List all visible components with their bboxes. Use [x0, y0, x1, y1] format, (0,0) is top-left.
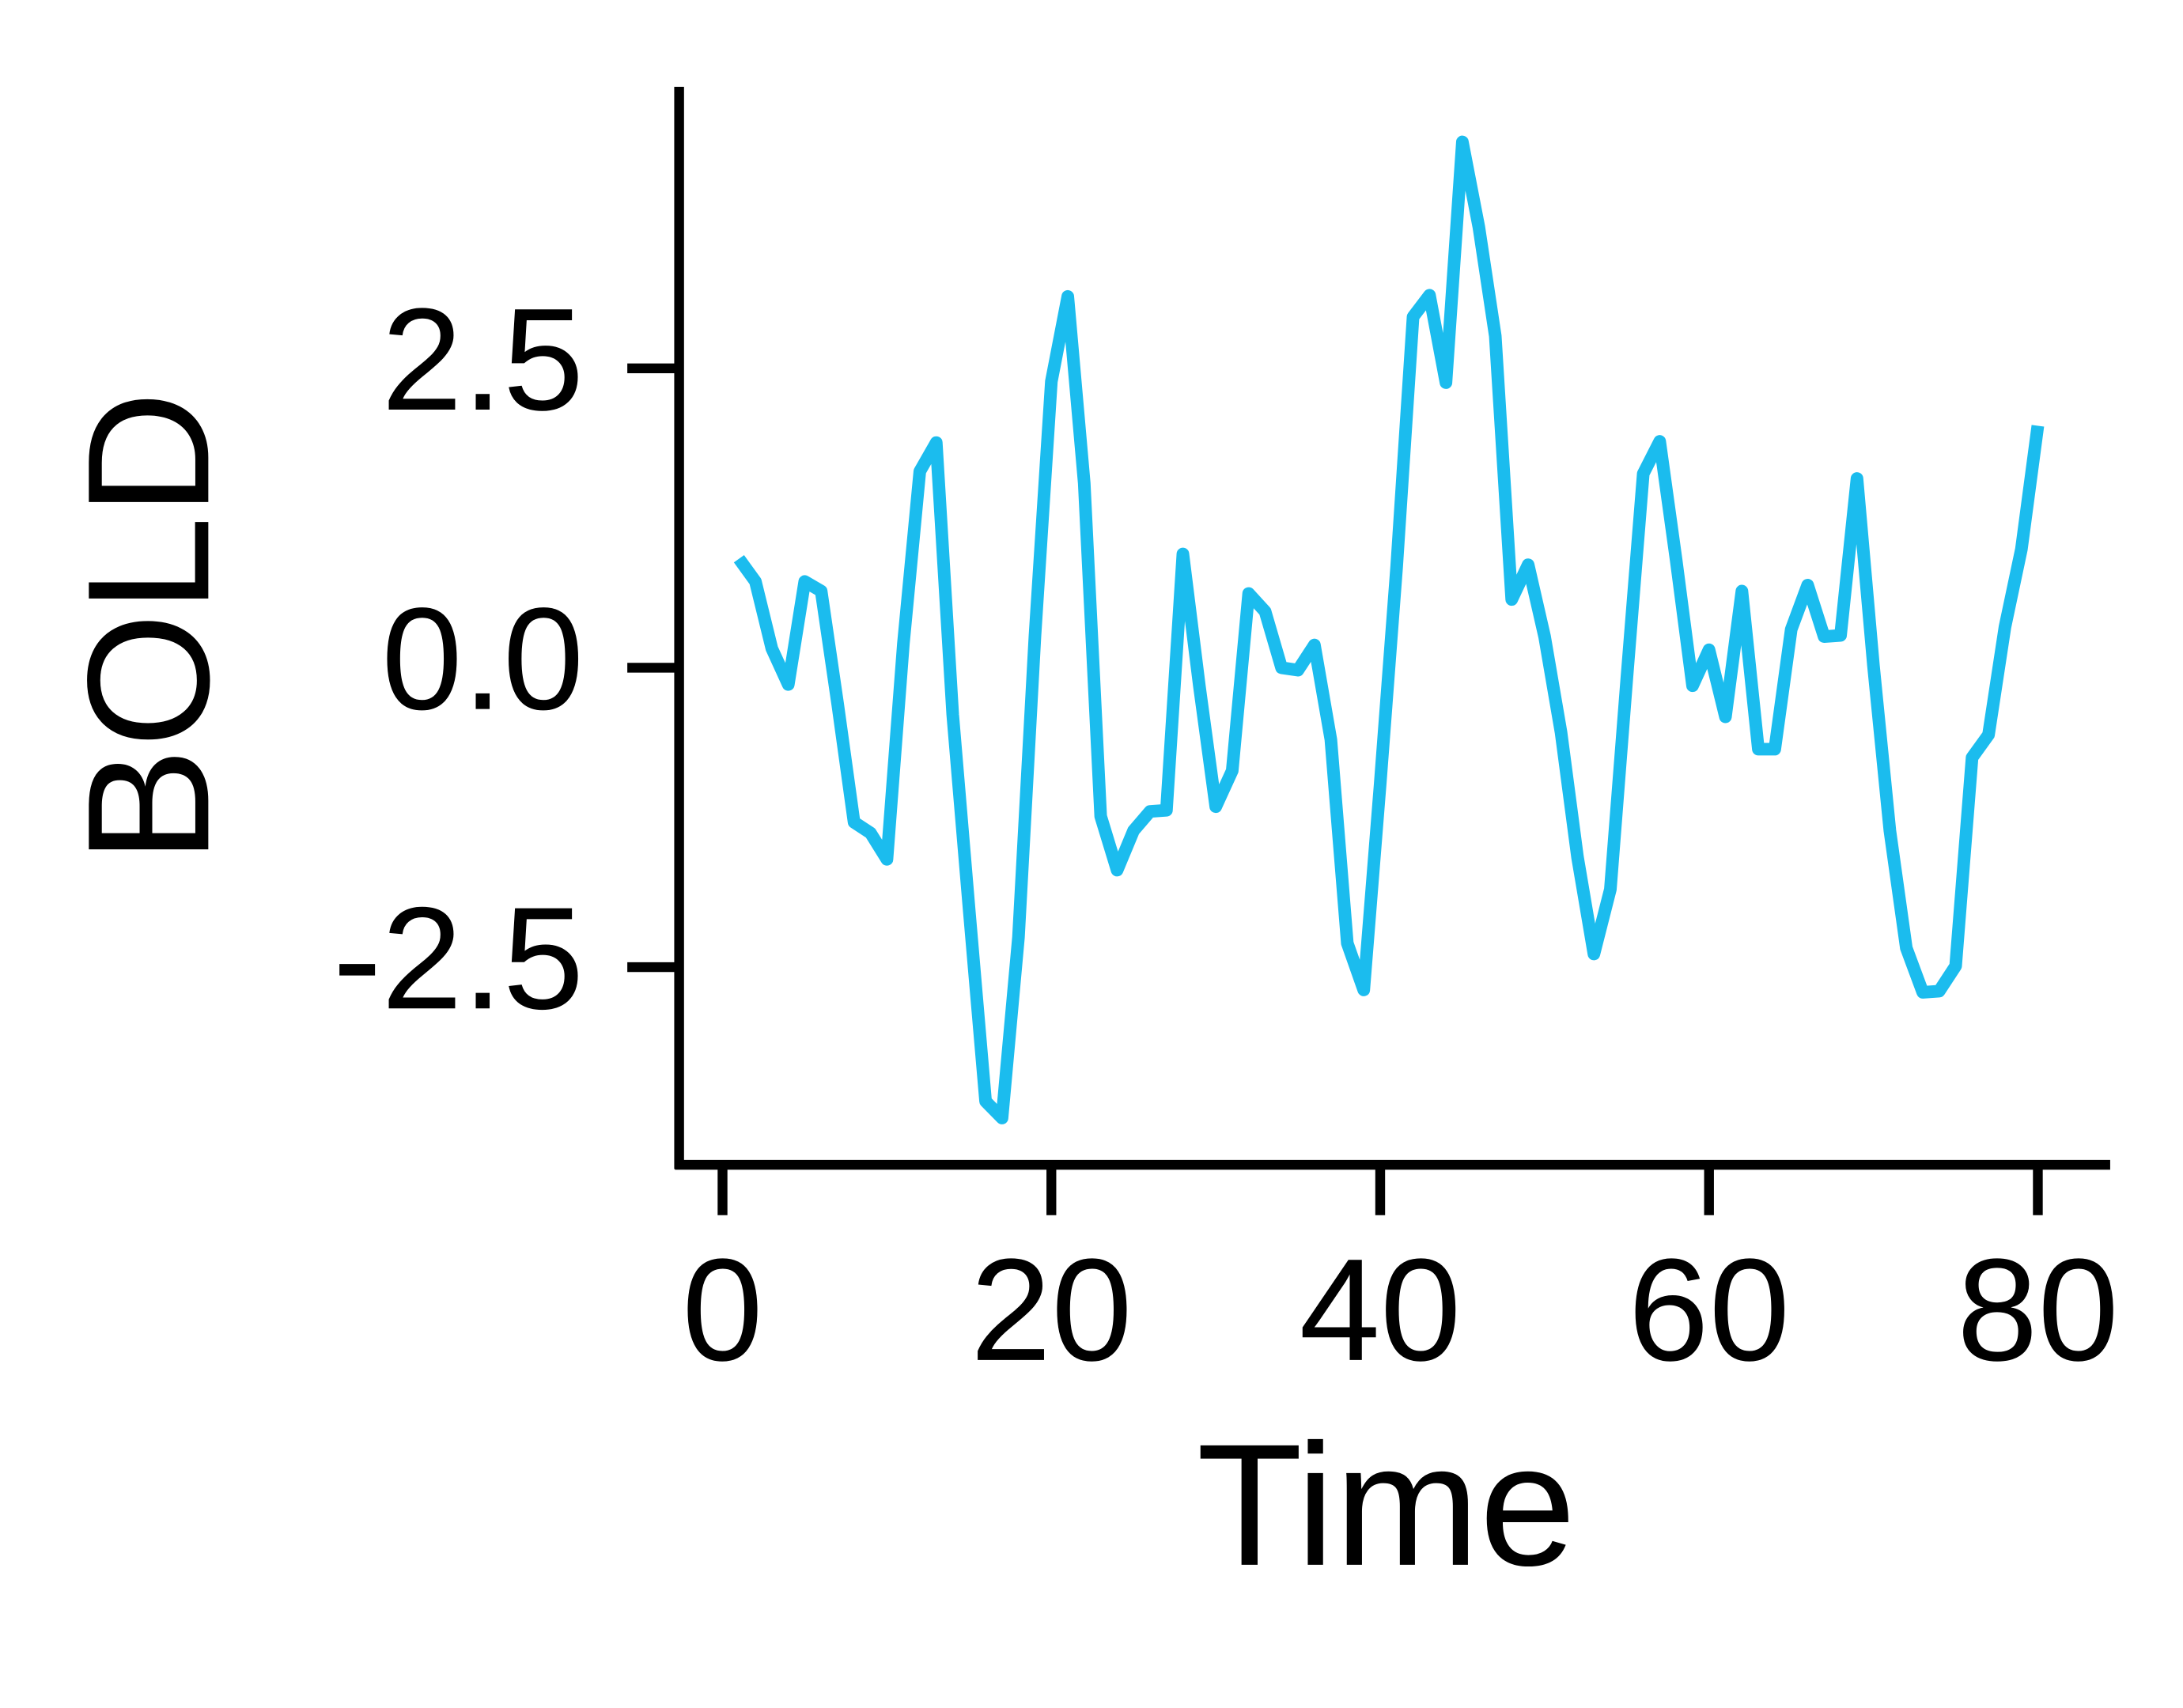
x-tick-label: 80: [1957, 1229, 2119, 1392]
y-tick-label: 0.0: [381, 578, 584, 741]
line-series: [733, 135, 2045, 1124]
x-tick-label: 20: [970, 1229, 1133, 1392]
x-tick-label: 0: [682, 1229, 762, 1392]
y-tick-label: -2.5: [333, 877, 584, 1040]
x-tick-label: 60: [1628, 1229, 1790, 1392]
y-tick-label: 2.5: [381, 278, 584, 441]
x-axis-title: Time: [1197, 1408, 1576, 1602]
x-tick-label: 40: [1300, 1229, 1462, 1392]
y-axis-title: BOLD: [51, 391, 245, 863]
